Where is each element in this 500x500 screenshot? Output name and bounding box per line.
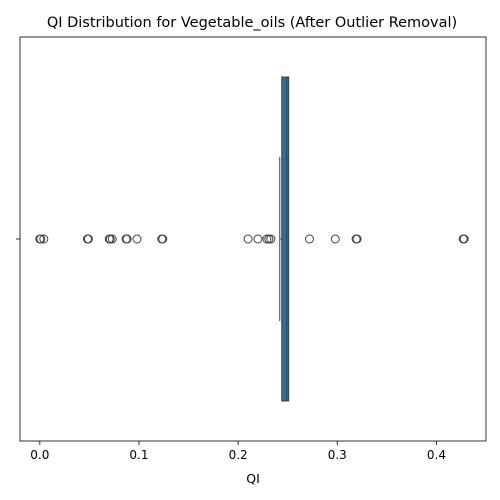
- outlier-point: [122, 234, 132, 244]
- x-tick-label: 0.1: [129, 448, 148, 462]
- x-tick-label: 0.4: [427, 448, 446, 462]
- outlier-point: [330, 234, 340, 244]
- outlier-point: [36, 234, 46, 244]
- outlier-point: [459, 234, 469, 244]
- outlier-point: [107, 234, 117, 244]
- x-axis: 0.0 0.1 0.2 0.3 0.4: [30, 441, 446, 462]
- outlier-point: [243, 234, 253, 244]
- outlier-point: [305, 234, 315, 244]
- outlier-point: [39, 234, 49, 244]
- iqr-box: [281, 76, 290, 402]
- x-tick-label: 0.0: [30, 448, 49, 462]
- x-axis-label: QI: [246, 471, 260, 486]
- outlier-point: [264, 234, 274, 244]
- x-tick-label: 0.2: [229, 448, 248, 462]
- plot-frame: [19, 36, 487, 442]
- x-tick-label: 0.3: [328, 448, 347, 462]
- plot-area: [35, 76, 469, 402]
- outlier-point: [158, 234, 168, 244]
- chart-title: QI Distribution for Vegetable_oils (Afte…: [47, 15, 457, 31]
- outlier-point: [352, 234, 362, 244]
- outlier-point: [266, 234, 276, 244]
- outlier-point: [83, 234, 93, 244]
- outlier-point: [132, 234, 142, 244]
- outlier-point: [253, 234, 263, 244]
